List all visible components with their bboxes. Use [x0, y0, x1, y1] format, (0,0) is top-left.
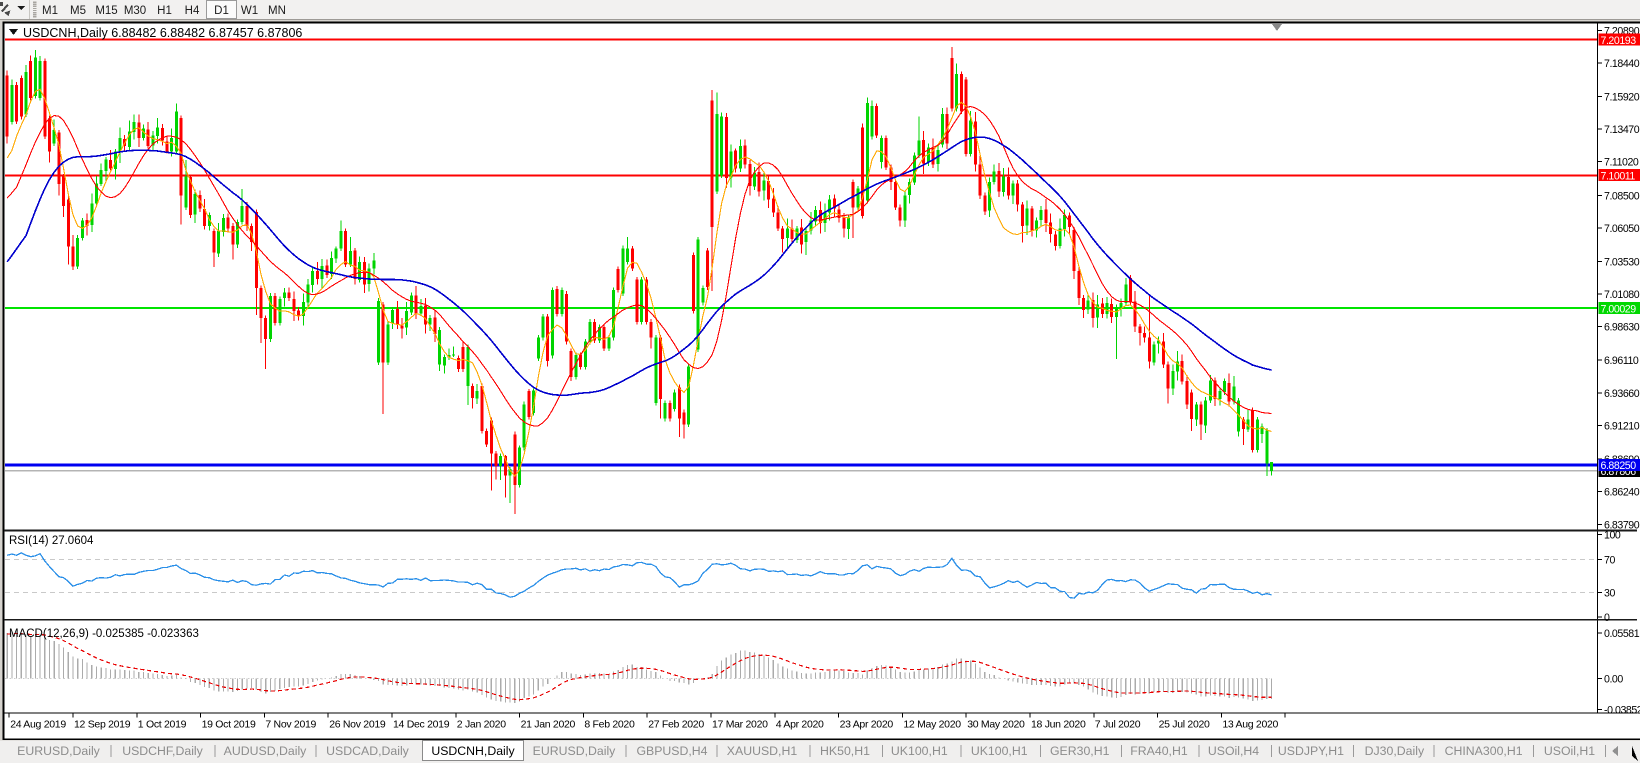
- svg-text:7.13470: 7.13470: [1604, 124, 1640, 136]
- svg-text:13 Aug 2020: 13 Aug 2020: [1222, 719, 1278, 731]
- svg-text:25 Jul 2020: 25 Jul 2020: [1159, 719, 1210, 731]
- svg-text:CHINA300,H1: CHINA300,H1: [1445, 744, 1523, 758]
- svg-text:100: 100: [1604, 530, 1621, 542]
- svg-text:EURUSD,Daily: EURUSD,Daily: [17, 744, 101, 758]
- svg-text:D1: D1: [214, 5, 229, 17]
- svg-text:21 Jan 2020: 21 Jan 2020: [521, 719, 576, 731]
- svg-text:H1: H1: [157, 5, 172, 17]
- svg-text:6.86240: 6.86240: [1604, 487, 1640, 499]
- svg-text:DJ30,Daily: DJ30,Daily: [1365, 744, 1425, 758]
- svg-text:USDJPY,H1: USDJPY,H1: [1278, 744, 1344, 758]
- svg-text:GER30,H1: GER30,H1: [1050, 744, 1110, 758]
- svg-text:USDCNH,Daily 6.88482 6.88482: USDCNH,Daily 6.88482 6.88482 6.87457 6.8…: [23, 26, 302, 40]
- svg-text:7 Nov 2019: 7 Nov 2019: [265, 719, 316, 731]
- svg-text:EURUSD,Daily: EURUSD,Daily: [533, 744, 617, 758]
- svg-text:RSI(14) 27.0604: RSI(14) 27.0604: [9, 535, 94, 547]
- svg-text:19 Oct 2019: 19 Oct 2019: [202, 719, 256, 731]
- svg-text:7.11020: 7.11020: [1604, 157, 1639, 169]
- svg-text:USDCNH,Daily: USDCNH,Daily: [431, 744, 515, 758]
- svg-text:23 Apr 2020: 23 Apr 2020: [840, 719, 894, 731]
- svg-text:USDCAD,Daily: USDCAD,Daily: [326, 744, 410, 758]
- svg-text:8 Feb 2020: 8 Feb 2020: [584, 719, 635, 731]
- svg-text:4 Apr 2020: 4 Apr 2020: [776, 719, 824, 731]
- svg-text:7.15920: 7.15920: [1604, 92, 1640, 104]
- svg-text:30: 30: [1604, 587, 1615, 599]
- svg-text:6.91210: 6.91210: [1604, 421, 1640, 433]
- svg-text:14 Dec 2019: 14 Dec 2019: [393, 719, 450, 731]
- svg-text:30 May 2020: 30 May 2020: [967, 719, 1025, 731]
- svg-text:7.08500: 7.08500: [1604, 190, 1640, 202]
- svg-text:6.83790: 6.83790: [1604, 519, 1640, 531]
- svg-text:H4: H4: [185, 5, 200, 17]
- svg-text:0: 0: [1604, 612, 1610, 624]
- svg-text:7.06050: 7.06050: [1604, 223, 1640, 235]
- svg-text:7.01080: 7.01080: [1604, 289, 1640, 301]
- svg-text:M15: M15: [95, 5, 117, 17]
- svg-text:18 Jun 2020: 18 Jun 2020: [1031, 719, 1086, 731]
- svg-text:6.88250: 6.88250: [1601, 460, 1637, 472]
- svg-text:M1: M1: [42, 5, 58, 17]
- svg-text:70: 70: [1604, 554, 1615, 566]
- svg-text:0.05581: 0.05581: [1604, 628, 1640, 640]
- svg-text:GBPUSD,H4: GBPUSD,H4: [636, 744, 707, 758]
- svg-text:12 May 2020: 12 May 2020: [903, 719, 961, 731]
- svg-text:USOil,H1: USOil,H1: [1544, 744, 1595, 758]
- svg-text:7.00029: 7.00029: [1601, 303, 1637, 315]
- svg-text:MACD(12,26,9) -0.025385 -0.023: MACD(12,26,9) -0.025385 -0.023363: [9, 628, 199, 640]
- svg-text:2 Jan 2020: 2 Jan 2020: [457, 719, 506, 731]
- svg-text:XAUUSD,H1: XAUUSD,H1: [727, 744, 798, 758]
- svg-text:6.98630: 6.98630: [1604, 322, 1640, 334]
- svg-text:AUDUSD,Daily: AUDUSD,Daily: [224, 744, 308, 758]
- svg-text:12 Sep 2019: 12 Sep 2019: [74, 719, 131, 731]
- svg-text:M5: M5: [70, 5, 86, 17]
- svg-text:7 Jul 2020: 7 Jul 2020: [1095, 719, 1141, 731]
- svg-text:USDCHF,Daily: USDCHF,Daily: [122, 744, 203, 758]
- svg-text:27 Feb 2020: 27 Feb 2020: [648, 719, 704, 731]
- svg-text:17 Mar 2020: 17 Mar 2020: [712, 719, 768, 731]
- svg-text:6.93660: 6.93660: [1604, 388, 1640, 400]
- svg-text:7.10011: 7.10011: [1601, 170, 1636, 182]
- svg-text:W1: W1: [241, 5, 258, 17]
- svg-text:UK100,H1: UK100,H1: [971, 744, 1028, 758]
- svg-text:HK50,H1: HK50,H1: [820, 744, 870, 758]
- svg-text:24 Aug 2019: 24 Aug 2019: [10, 719, 66, 731]
- svg-text:UK100,H1: UK100,H1: [891, 744, 948, 758]
- svg-text:M30: M30: [124, 5, 146, 17]
- svg-text:7.20193: 7.20193: [1601, 35, 1637, 47]
- svg-text:FRA40,H1: FRA40,H1: [1130, 744, 1188, 758]
- svg-text:USOil,H4: USOil,H4: [1208, 744, 1259, 758]
- svg-text:MN: MN: [268, 5, 286, 17]
- svg-text:7.03530: 7.03530: [1604, 256, 1640, 268]
- svg-text:1 Oct 2019: 1 Oct 2019: [138, 719, 187, 731]
- svg-text:-0.038524: -0.038524: [1604, 705, 1640, 717]
- svg-text:0.00: 0.00: [1604, 673, 1623, 685]
- svg-text:26 Nov 2019: 26 Nov 2019: [329, 719, 386, 731]
- svg-text:7.18440: 7.18440: [1604, 58, 1640, 70]
- svg-text:6.96110: 6.96110: [1604, 355, 1639, 367]
